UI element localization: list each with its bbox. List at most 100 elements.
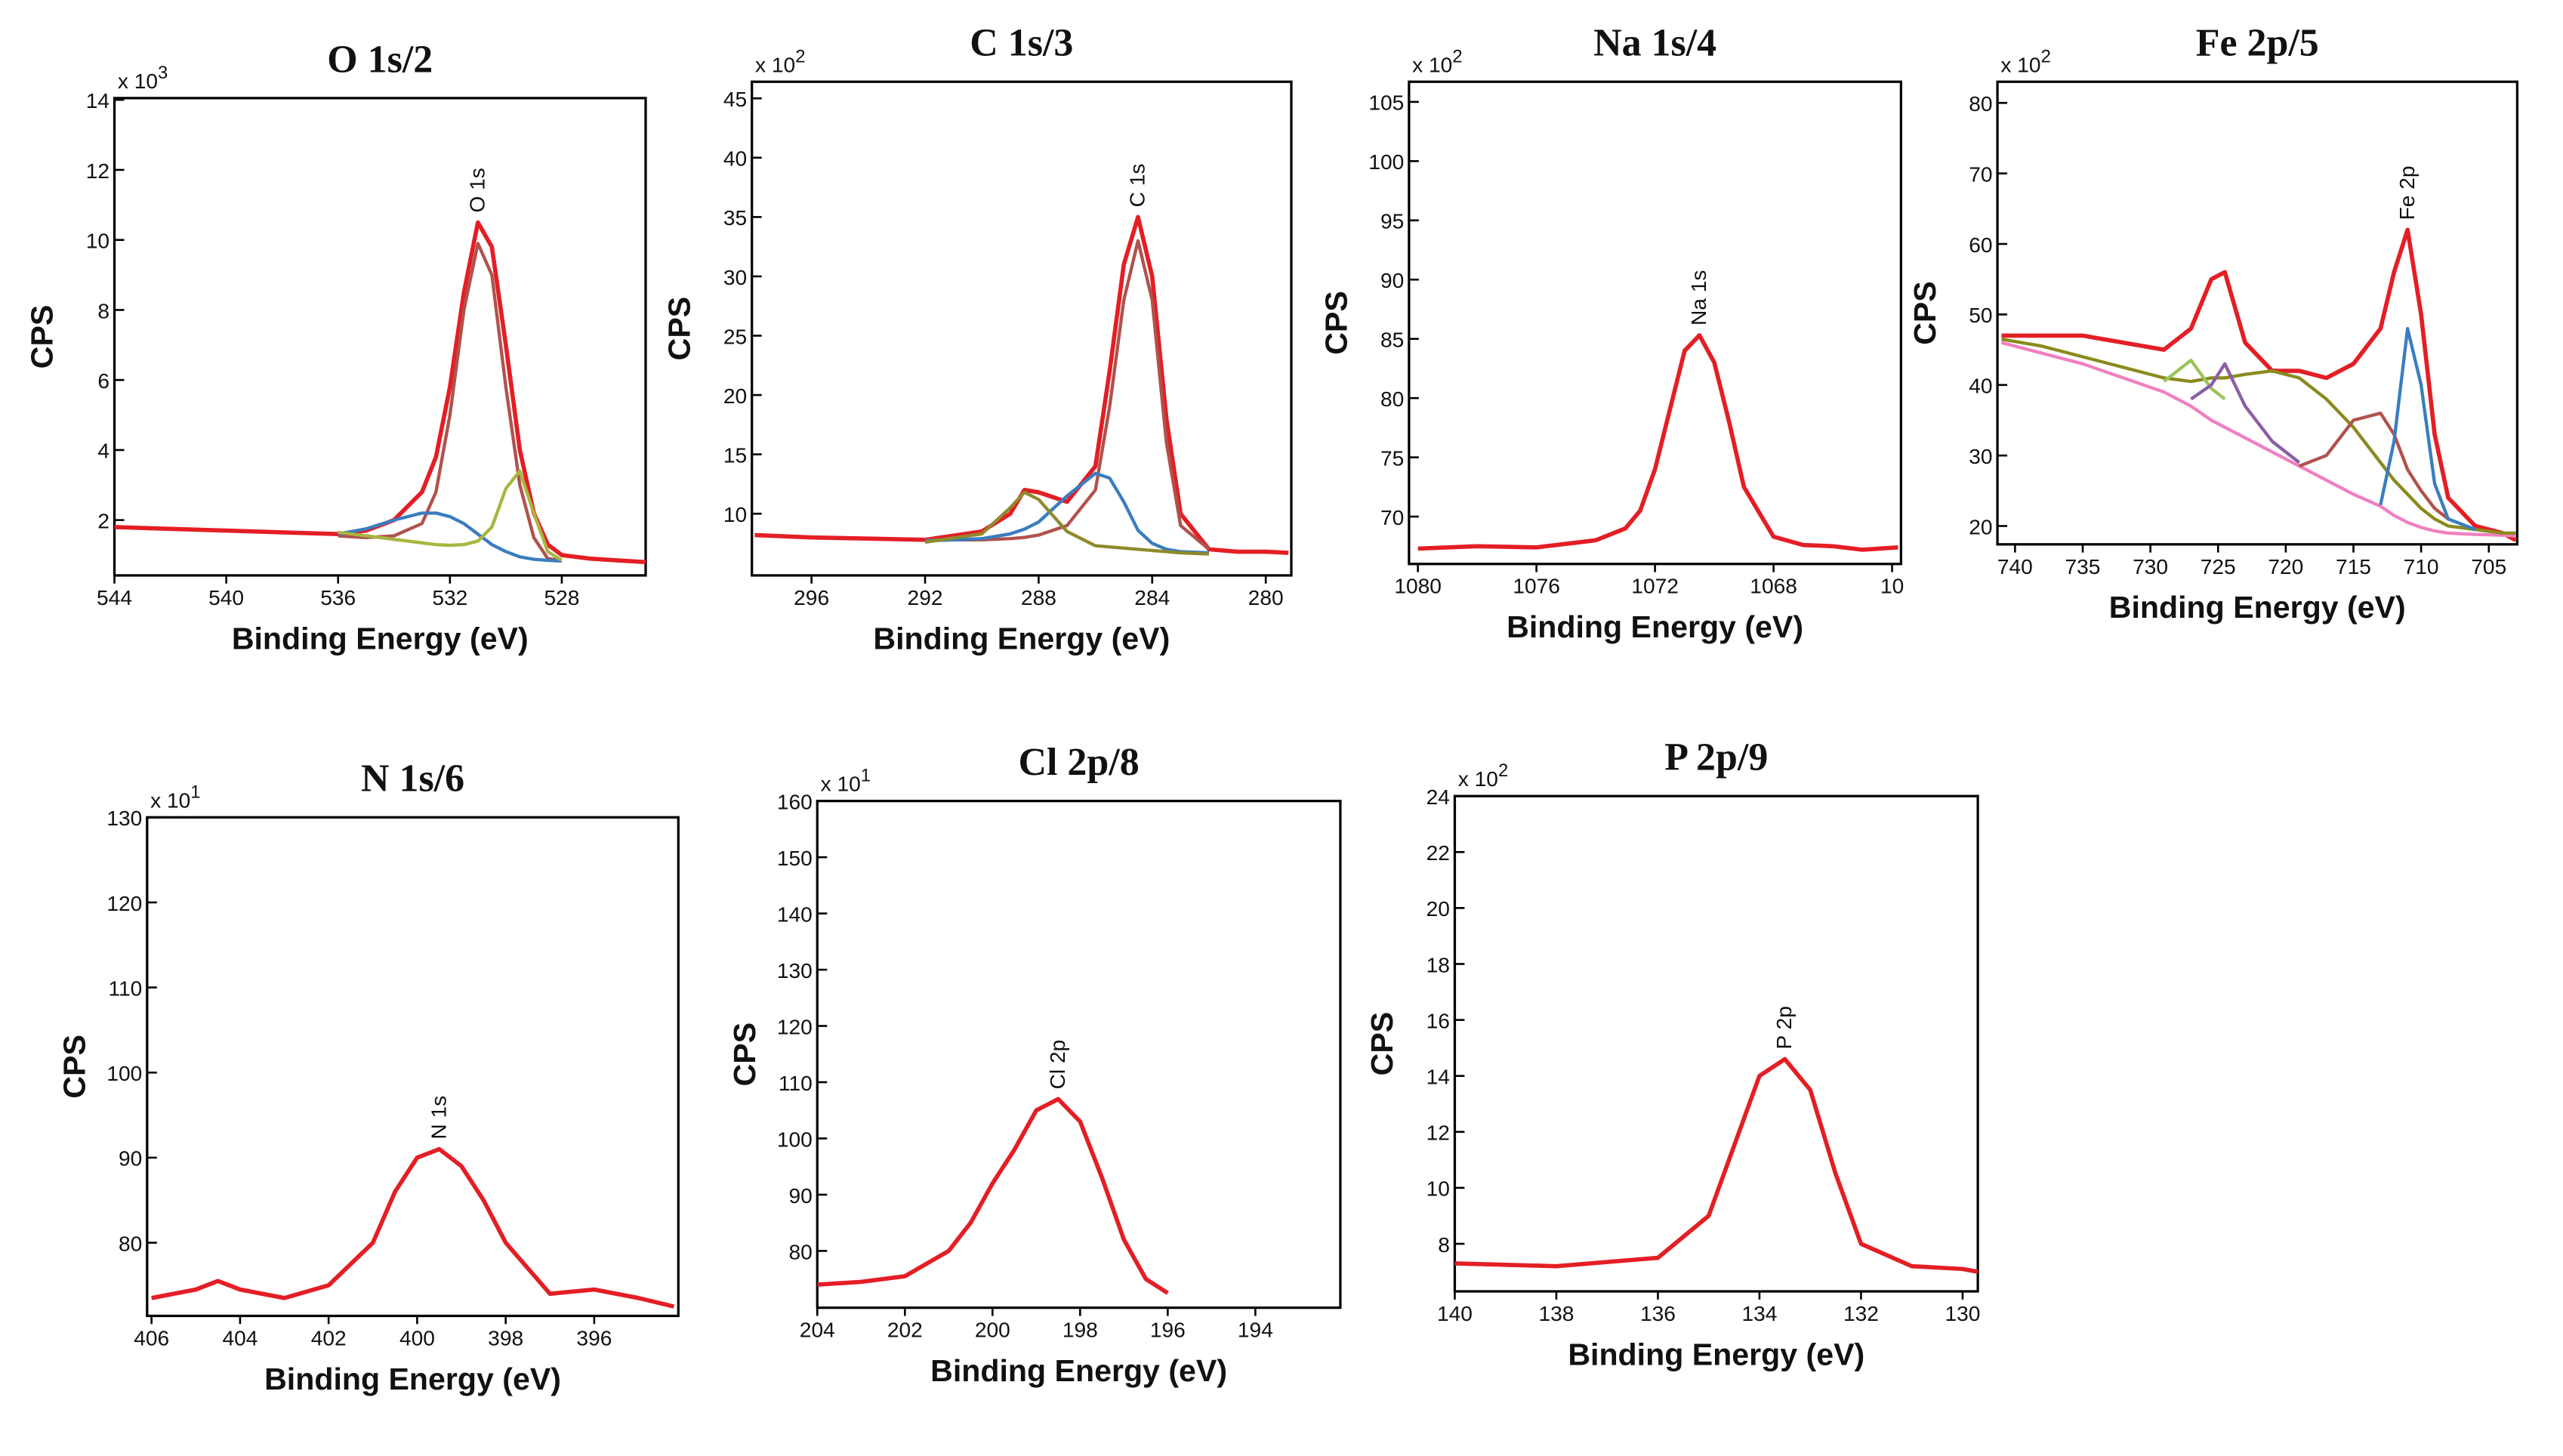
spectrum-line [817, 1097, 1169, 1295]
peak-annotation: P 2p [1772, 1006, 1796, 1049]
x-tick-label: 296 [794, 586, 829, 609]
y-tick-label: 80 [119, 1232, 142, 1255]
x-tick-label: 1080 [1394, 575, 1442, 598]
x-tick-label: 532 [432, 586, 467, 609]
x-tick-label: 130 [1945, 1302, 1980, 1325]
y-tick-label: 35 [723, 206, 747, 230]
chart-title: Cl 2p/8 [1019, 741, 1140, 784]
chart-title: O 1s/2 [327, 38, 433, 81]
x-tick-label: 132 [1843, 1302, 1879, 1325]
x-tick-label: 402 [311, 1326, 347, 1350]
y-tick-label: 12 [86, 159, 109, 183]
y-tick-label: 15 [723, 443, 747, 467]
y-tick-label: 25 [723, 325, 747, 348]
x-tick-label: 284 [1134, 586, 1170, 609]
multiplier-base: x 10 [755, 53, 795, 76]
y-tick-label: 10 [86, 230, 109, 253]
y-tick-label: 10 [1426, 1177, 1450, 1201]
y-tick-label: 20 [1426, 897, 1450, 921]
peak-annotation: C 1s [1126, 164, 1149, 208]
multiplier-exponent: 2 [2041, 46, 2051, 66]
y-tick-label: 40 [1969, 375, 1992, 398]
spectrum-line [2190, 362, 2301, 464]
y-tick-label: 80 [1969, 92, 1992, 116]
multiplier-exponent: 3 [158, 63, 168, 83]
y-tick-label: 22 [1426, 841, 1450, 865]
x-tick-label: 540 [208, 586, 244, 609]
spectrum-line [338, 242, 563, 563]
x-tick-label: 398 [488, 1326, 523, 1350]
x-tick-label: 202 [887, 1319, 923, 1342]
chart-panel: 406 404 402 400 398 396 80 90 100 110 120 130 x 101 N… [57, 757, 680, 1396]
y-tick-label: 70 [1969, 162, 1992, 186]
y-tick-label: 90 [1380, 269, 1404, 292]
y-tick-label: 140 [777, 902, 813, 926]
x-tick-label: 134 [1741, 1302, 1777, 1325]
spectrum-line [754, 214, 1289, 555]
x-axis-label: Binding Energy (eV) [873, 621, 1170, 656]
y-axis-label: CPS [662, 297, 696, 361]
y-tick-label: 6 [97, 369, 109, 393]
spectrum-line [2001, 337, 2516, 535]
plot-frame [1996, 80, 2519, 546]
y-tick-label: 24 [1426, 785, 1450, 809]
spectrum-line [924, 490, 1210, 556]
spectrum-line [925, 239, 1211, 551]
y-tick-label: 130 [777, 959, 813, 982]
y-tick-label: 90 [119, 1147, 142, 1171]
chart-panel: 204 202 200 198 196 194 80 90 100 110 120 130 140 150… [727, 741, 1342, 1388]
x-tick-label: 1068 [1750, 575, 1797, 598]
plot-frame [146, 816, 680, 1318]
y-tick-label: 45 [723, 88, 747, 111]
x-axis-label: Binding Energy (eV) [232, 621, 529, 656]
x-tick-label: 138 [1538, 1302, 1574, 1325]
peak-annotation: N 1s [427, 1096, 450, 1140]
x-tick-label: 735 [2065, 555, 2101, 578]
x-tick-label: 406 [134, 1326, 169, 1350]
multiplier-base: x 10 [2000, 53, 2040, 76]
chart-title: P 2p/9 [1664, 736, 1768, 779]
multiplier-exponent: 2 [1498, 760, 1508, 781]
y-tick-label: 16 [1426, 1009, 1450, 1032]
spectrum-line [2000, 341, 2516, 538]
x-tick-label: 400 [399, 1326, 435, 1350]
x-tick-label: 140 [1437, 1302, 1473, 1325]
x-tick-label: 740 [1997, 555, 2033, 578]
y-axis-label: CPS [24, 305, 59, 369]
spectrum-line [114, 220, 646, 565]
peak-annotation: O 1s [466, 168, 489, 212]
x-tick-label: 10 [1880, 575, 1904, 598]
y-multiplier: x 102 [1412, 46, 1462, 76]
x-tick-label: 404 [222, 1326, 258, 1350]
x-axis-label: Binding Energy (eV) [264, 1362, 561, 1396]
y-axis-label: CPS [1908, 281, 1942, 345]
y-tick-label: 60 [1969, 233, 1992, 257]
x-tick-label: 198 [1063, 1319, 1098, 1342]
x-axis-label: Binding Energy (eV) [1507, 609, 1803, 644]
y-axis-label: CPS [1319, 291, 1354, 355]
chart-panel: 296 292 288 284 280 10 15 20 25 30 35 40 45 x 102 C 1s… [662, 22, 1293, 656]
multiplier-base: x 10 [150, 788, 190, 812]
chart-title: N 1s/6 [361, 757, 464, 800]
y-tick-label: 150 [777, 847, 813, 870]
y-tick-label: 8 [97, 299, 109, 322]
plot-frame [816, 800, 1342, 1309]
y-tick-label: 20 [1969, 515, 1992, 538]
x-tick-label: 730 [2133, 555, 2168, 578]
y-multiplier: x 101 [821, 766, 871, 796]
y-tick-label: 110 [779, 1072, 813, 1095]
x-axis-label: Binding Energy (eV) [930, 1353, 1227, 1388]
y-tick-label: 14 [1426, 1066, 1450, 1089]
y-axis-label: CPS [1365, 1012, 1399, 1076]
x-tick-label: 705 [2471, 555, 2506, 578]
peak-annotation: Cl 2p [1046, 1040, 1069, 1090]
y-tick-label: 12 [1426, 1121, 1450, 1145]
x-tick-label: 725 [2201, 555, 2236, 578]
y-tick-label: 4 [97, 440, 109, 463]
y-axis-label: CPS [727, 1023, 762, 1087]
x-tick-label: 1076 [1513, 575, 1560, 598]
y-tick-label: 80 [788, 1240, 812, 1263]
y-tick-label: 120 [777, 1015, 813, 1038]
x-axis-label: Binding Energy (eV) [1568, 1337, 1864, 1371]
